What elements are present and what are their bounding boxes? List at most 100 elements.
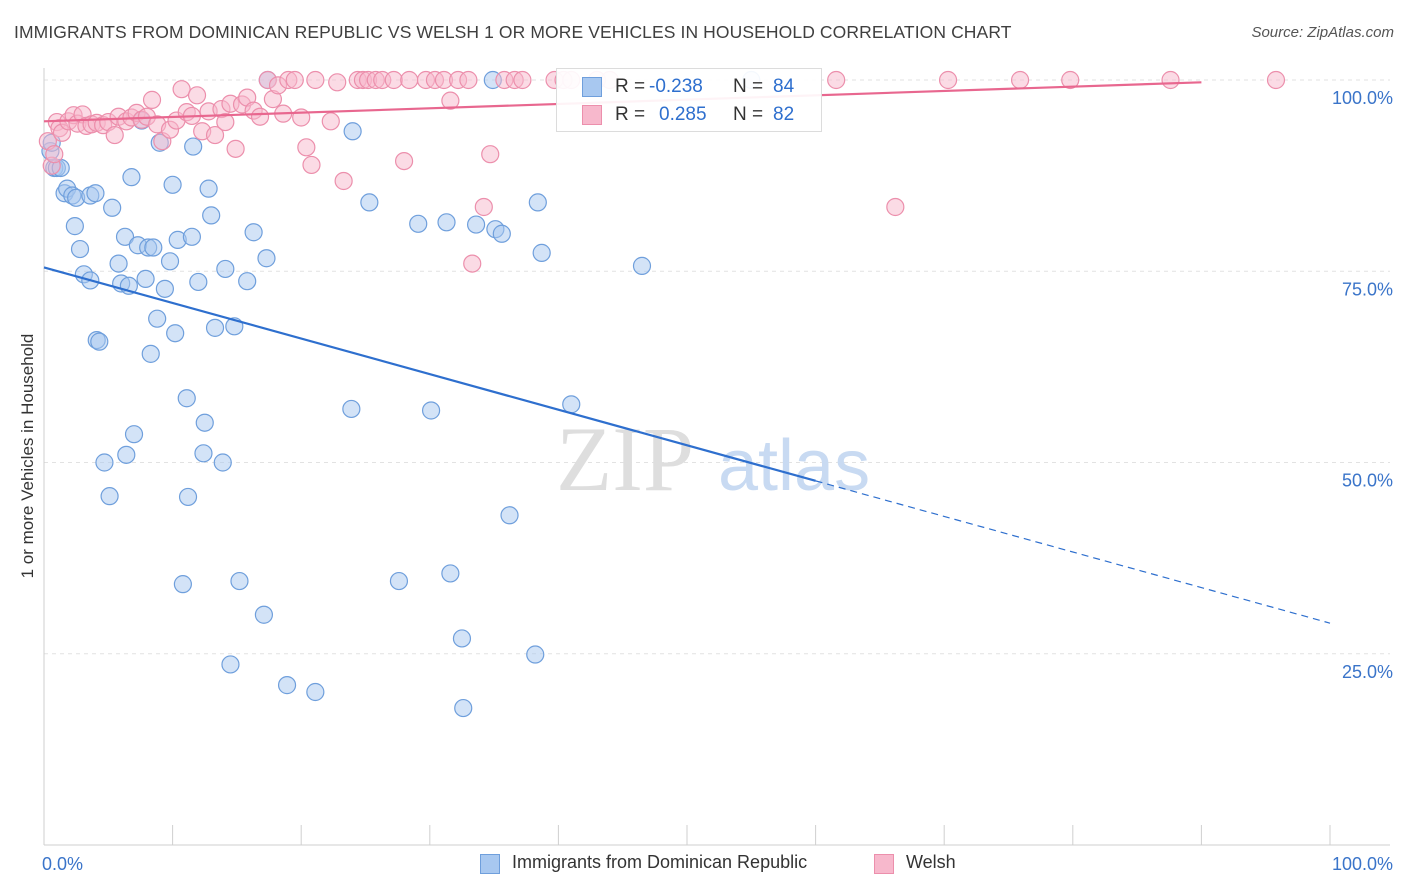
watermark: ZIP atlas [556, 408, 870, 510]
data-point-blue [173, 575, 192, 594]
data-point-pink [321, 112, 340, 131]
data-point-blue [166, 324, 185, 343]
data-point-pink [306, 70, 325, 90]
data-point-pink [463, 254, 482, 273]
data-point-pink [285, 70, 304, 90]
legend-label-blue: Immigrants from Dominican Republic [512, 852, 808, 872]
data-point-pink [187, 86, 207, 105]
data-point-blue [103, 198, 122, 217]
y-tick-label: 75.0% [1342, 279, 1393, 299]
data-point-blue [124, 425, 144, 444]
data-point-blue [342, 399, 361, 419]
data-point-pink [441, 91, 460, 110]
data-point-blue [141, 344, 160, 363]
data-point-blue [177, 389, 196, 408]
data-point-blue [100, 487, 119, 506]
stats-row-blue: R = -0.238 N = 84 [557, 72, 821, 102]
stats-r-label: R = [615, 76, 646, 97]
x-tick-label: 100.0% [1332, 854, 1393, 874]
data-point-blue [277, 676, 297, 695]
legend-swatch-blue [480, 854, 500, 874]
data-point-blue [148, 309, 167, 328]
data-point-blue [409, 214, 428, 233]
y-tick-label: 25.0% [1342, 662, 1393, 682]
stats-r-value: -0.238 [649, 76, 703, 97]
data-point-blue [90, 332, 109, 351]
stats-r-value: 0.285 [659, 104, 707, 125]
watermark-atlas: atlas [718, 426, 870, 506]
data-point-blue [213, 453, 232, 472]
data-point-blue [202, 206, 221, 225]
data-point-blue [437, 213, 456, 232]
watermark-zip: ZIP [556, 408, 694, 510]
data-point-blue [109, 254, 128, 273]
series-blue-points [41, 70, 761, 718]
data-point-blue [136, 269, 155, 288]
data-point-pink [384, 70, 403, 90]
stats-n-value: 84 [773, 76, 795, 97]
stats-swatch-blue [582, 77, 602, 97]
data-point-blue [360, 193, 379, 212]
data-point-blue [144, 238, 163, 257]
data-point-blue [492, 224, 511, 243]
stats-swatch-pink [582, 105, 602, 125]
trend-line-blue [43, 266, 816, 482]
axes [43, 68, 1390, 846]
data-point-blue [244, 223, 263, 242]
data-point-blue [205, 318, 225, 337]
data-point-blue [160, 252, 180, 271]
data-point-blue [199, 179, 218, 198]
data-point-pink [886, 197, 905, 217]
data-point-blue [532, 243, 551, 262]
data-point-blue [189, 272, 208, 292]
tick-labels: 25.0% 50.0% 75.0% 100.0% 0.0% 100.0% [42, 88, 1393, 874]
data-point-blue [216, 259, 235, 279]
data-point-blue [70, 239, 90, 259]
data-point-pink [1161, 70, 1180, 90]
source-label: Source: ZipAtlas.com [1251, 24, 1394, 41]
data-point-pink [1266, 70, 1286, 90]
data-point-blue [526, 645, 545, 664]
data-point-blue [230, 571, 249, 591]
data-point-blue [86, 184, 105, 203]
grid-lines [44, 79, 1390, 655]
data-point-pink [400, 70, 419, 90]
data-point-blue [528, 193, 547, 212]
data-point-pink [205, 125, 225, 145]
data-point-pink [45, 145, 64, 164]
data-point-pink [328, 73, 347, 92]
data-point-blue [632, 256, 652, 275]
trend-lines [43, 81, 1331, 624]
data-point-pink [297, 138, 316, 157]
data-point-blue [122, 168, 141, 187]
data-point-blue [65, 217, 84, 236]
data-point-blue [195, 413, 214, 432]
data-point-pink [1061, 70, 1080, 90]
data-point-pink [334, 171, 353, 191]
data-point-blue [343, 122, 362, 141]
data-point-blue [163, 175, 182, 194]
data-point-blue [95, 453, 114, 472]
data-point-blue [221, 655, 240, 674]
data-point-blue [257, 249, 276, 268]
data-point-pink [827, 70, 846, 90]
trend-line-blue-dashed [815, 480, 1331, 624]
data-point-blue [562, 395, 581, 414]
data-point-blue [466, 215, 486, 234]
data-point-blue [184, 137, 203, 156]
stats-row-pink: R = 0.285 N = 82 [557, 100, 821, 130]
stats-box: R = -0.238 N = 84 R = 0.285 N = 82 [556, 68, 822, 132]
data-point-blue [182, 227, 201, 246]
data-point-pink [938, 70, 958, 90]
data-point-blue [454, 698, 473, 718]
stats-r-label: R = [615, 104, 646, 125]
data-point-pink [513, 70, 532, 90]
data-point-pink [474, 197, 493, 217]
data-point-pink [459, 70, 478, 90]
data-point-blue [306, 682, 325, 702]
y-tick-label: 100.0% [1332, 88, 1393, 108]
data-point-blue [452, 629, 472, 648]
data-point-pink [1010, 70, 1030, 90]
data-point-pink [226, 139, 245, 158]
data-point-blue [238, 272, 257, 291]
